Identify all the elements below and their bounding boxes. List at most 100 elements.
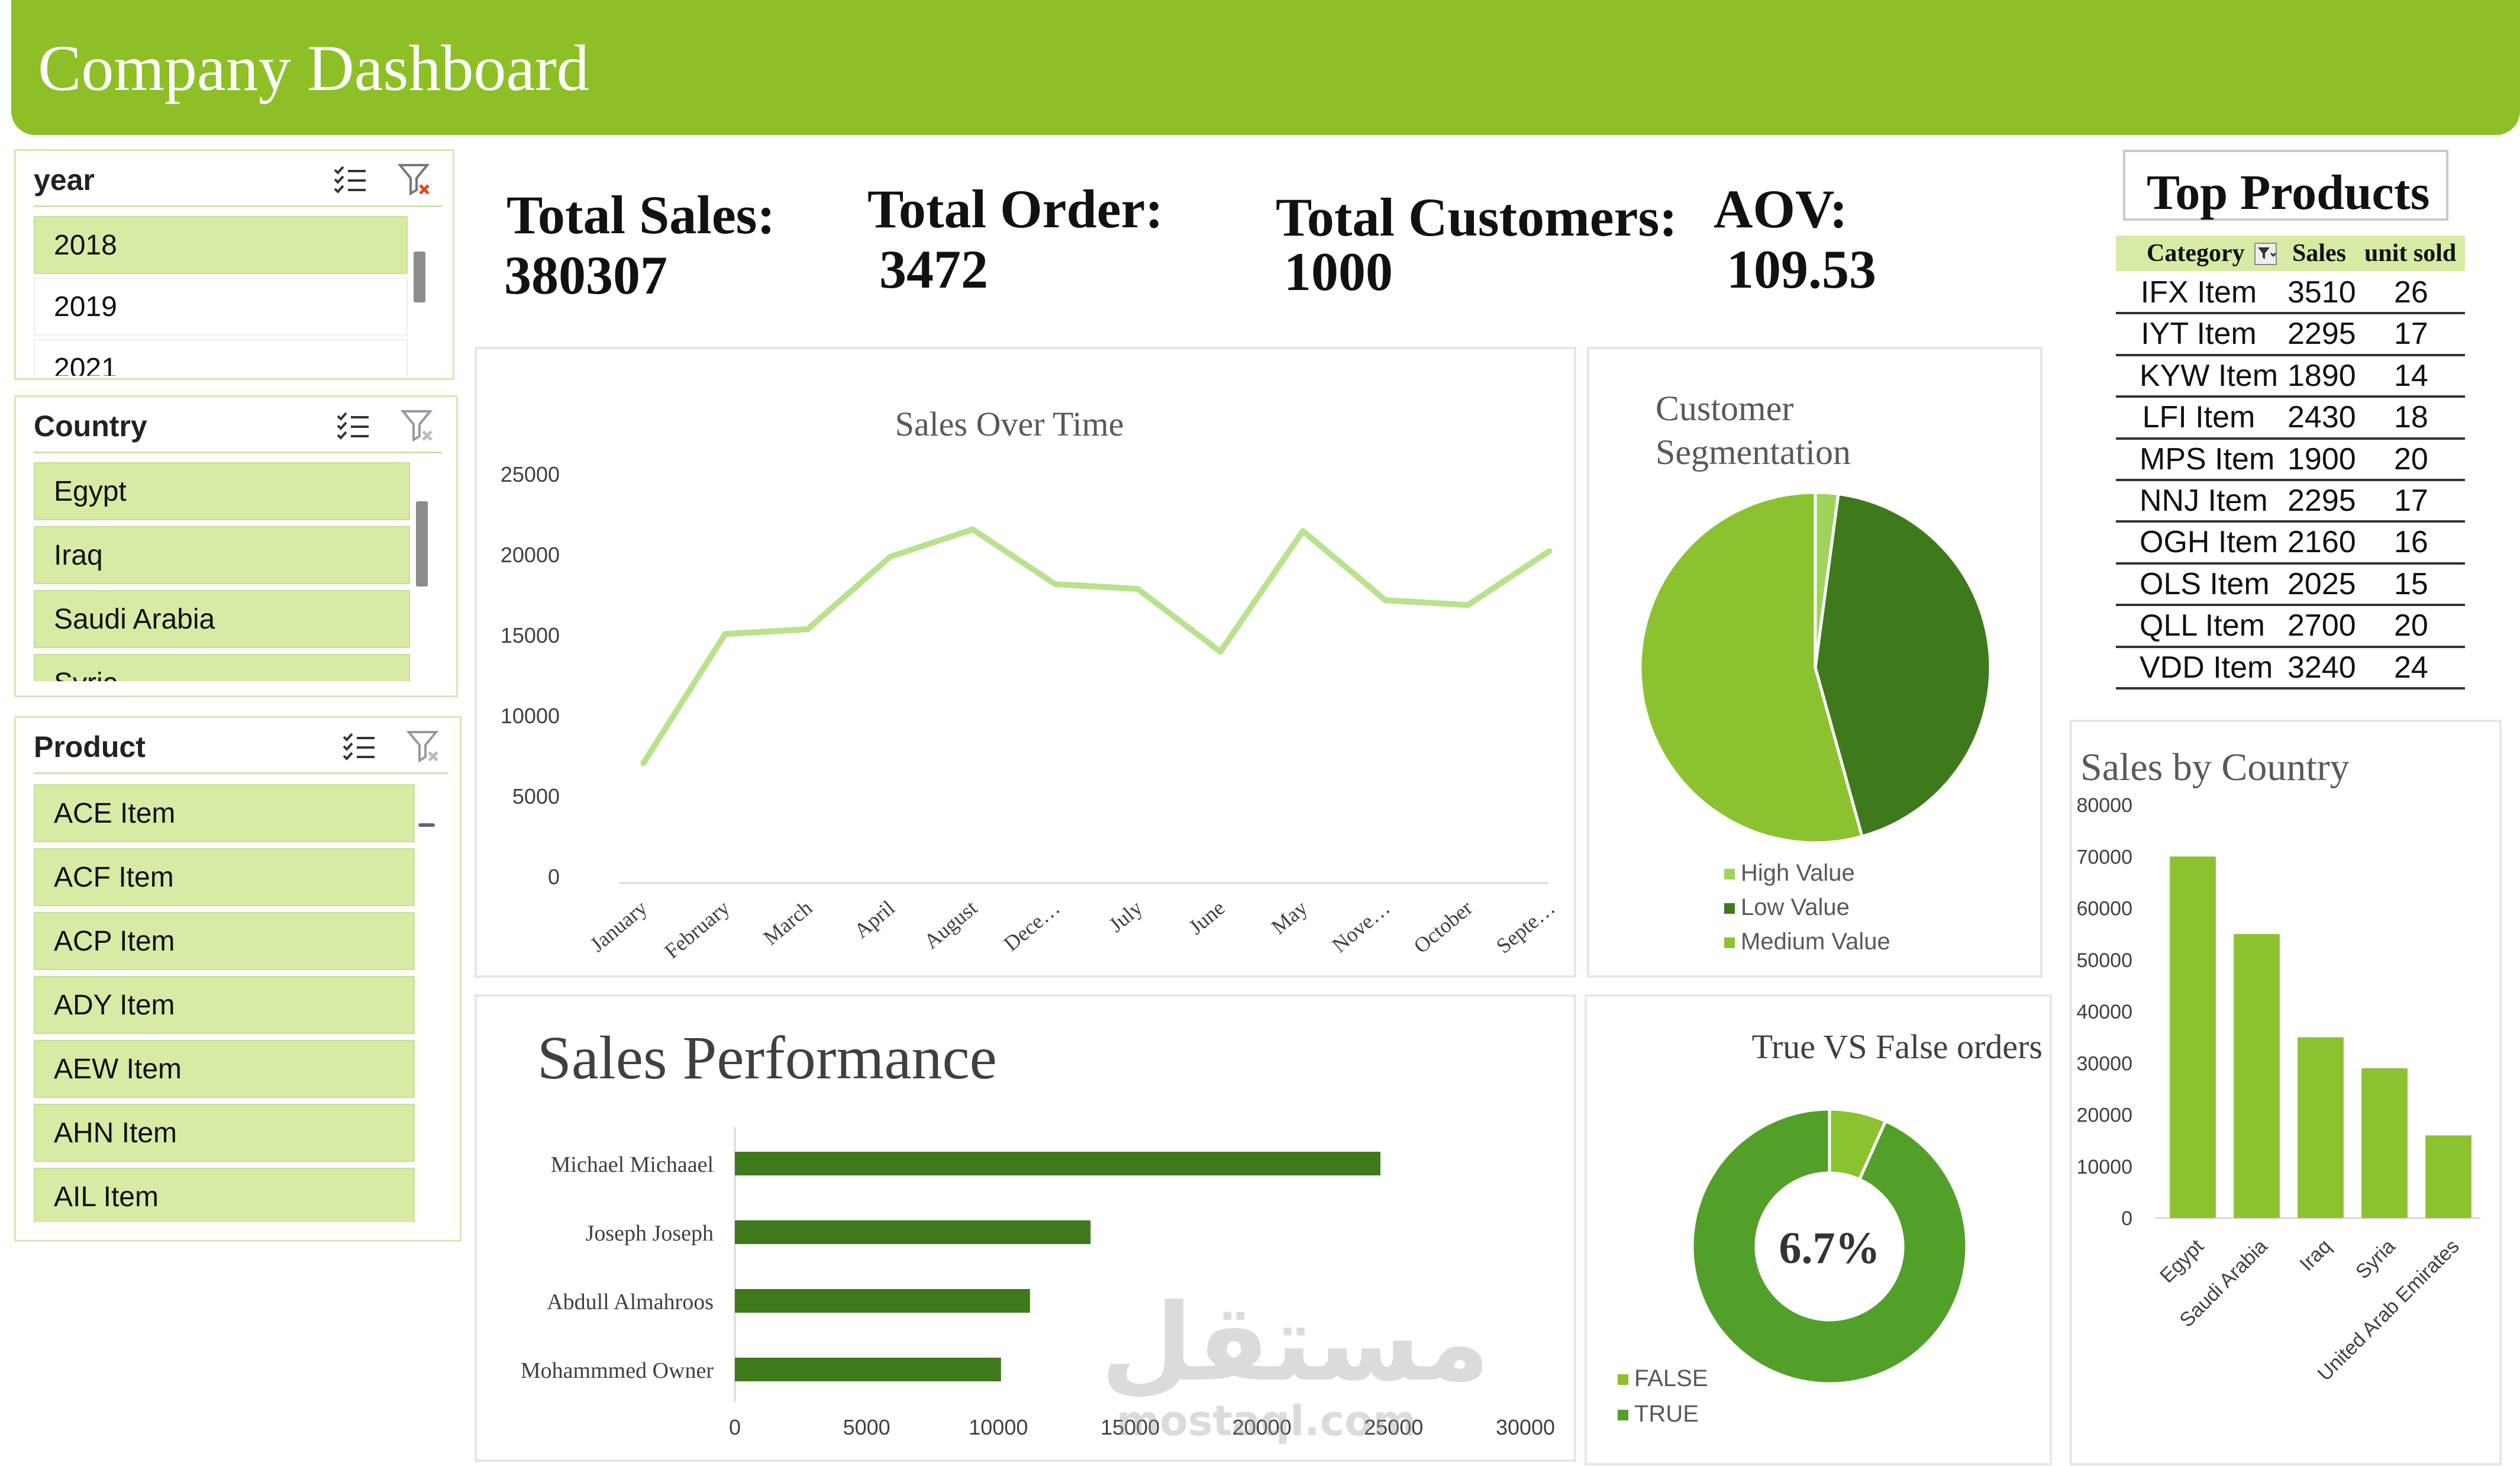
tp-cell-category: IFX Item (2140, 275, 2257, 310)
legend-label: High Value (1741, 860, 1855, 886)
country-scrollbar[interactable] (416, 501, 428, 587)
top-products-title-box: Top Products (2123, 150, 2448, 221)
data-point (641, 762, 644, 766)
tp-cell-units: 20 (2394, 608, 2428, 643)
sales-performance-chart: Sales Performance Michael Michaael Joseph … (521, 1024, 1555, 1439)
top-products-title: Top Products (2147, 165, 2430, 220)
data-point (1136, 587, 1140, 591)
legend-label: Medium Value (1741, 929, 1890, 955)
year-item-2021[interactable]: 2021 (34, 339, 408, 376)
clear-filter-icon[interactable] (406, 729, 443, 768)
country-item-saudi-arabia[interactable]: Saudi Arabia (34, 590, 410, 648)
product-item-ahn[interactable]: AHN Item (34, 1104, 415, 1162)
product-items: ACE Item ACF Item ACP Item ADY Item AEW … (34, 784, 418, 1222)
legend-label: FALSE (1634, 1365, 1708, 1391)
multi-select-icon[interactable] (335, 410, 371, 446)
x-tick-label: July (1104, 895, 1147, 936)
x-tick-label: Egypt (2156, 1235, 2208, 1287)
product-scrollbar[interactable] (418, 823, 435, 827)
country-items: Egypt Iraq Saudi Arabia Syria (34, 462, 412, 681)
product-item-acp[interactable]: ACP Item (34, 912, 415, 970)
tp-cell-sales: 1890 (2287, 358, 2356, 393)
year-item-2019[interactable]: 2019 (34, 278, 408, 336)
x-tick-label: March (759, 895, 817, 949)
donut-slice (1690, 1107, 1969, 1386)
tp-cell-category: QLL Item (2140, 608, 2265, 643)
kpi-total-sales: Total Sales: 380307 (497, 178, 828, 331)
product-item-acf[interactable]: ACF Item (34, 848, 415, 906)
legend-label: Low Value (1741, 894, 1850, 920)
category-label: Mohammmed Owner (521, 1358, 714, 1383)
x-tick-label: 15000 (1101, 1415, 1160, 1439)
product-item-aew[interactable]: AEW Item (34, 1040, 415, 1098)
y-tick-label: 15000 (501, 623, 560, 647)
kpi-total-order-label: Total Order: (867, 179, 1163, 239)
product-item-ace[interactable]: ACE Item (34, 784, 415, 842)
y-tick-label: 80000 (2076, 794, 2132, 817)
chart-title: Sales Over Time (895, 405, 1124, 443)
tp-cell-sales: 3240 (2287, 650, 2356, 685)
year-slicer[interactable]: year 2018 2019 2021 (14, 149, 454, 380)
tp-row-divider (2116, 562, 2465, 565)
tp-cell-sales: 1900 (2287, 442, 2356, 476)
kpi-total-customers: Total Customers: 1000 (1266, 178, 1677, 331)
bar (2425, 1135, 2471, 1218)
x-tick-label: April (850, 895, 899, 942)
y-tick-label: 25000 (501, 462, 560, 486)
tp-cell-category: OLS Item (2140, 566, 2270, 601)
year-item-2018[interactable]: 2018 (34, 216, 408, 274)
multi-select-icon[interactable] (341, 731, 377, 767)
bar (735, 1358, 1001, 1381)
data-point (1301, 529, 1305, 533)
tp-row-divider (2116, 687, 2465, 689)
bar (2170, 856, 2216, 1218)
dashboard-header: Company Dashboard (11, 0, 2520, 135)
true-false-chart: True VS False orders 6.7% FALSE TRUE (1618, 1027, 2043, 1427)
y-tick-label: 0 (548, 865, 560, 889)
dashboard-title: Company Dashboard (38, 32, 589, 104)
country-slicer[interactable]: Country Egypt Iraq Saudi Arabia Syria (14, 395, 458, 697)
donut-center-label: 6.7% (1779, 1223, 1880, 1273)
true-false-panel: True VS False orders 6.7% FALSE TRUE (1585, 994, 2052, 1465)
kpi-total-order: Total Order: 3472 (858, 172, 1189, 326)
year-slicer-title: year (34, 163, 95, 196)
watermark-text: مستقل (1101, 1281, 1490, 1405)
tp-cell-sales: 2025 (2287, 566, 2356, 601)
legend-label: TRUE (1634, 1401, 1699, 1427)
y-tick-label: 70000 (2076, 846, 2132, 868)
chart-title-line: Customer (1656, 389, 1793, 428)
x-tick-label: May (1267, 895, 1312, 939)
tp-cell-sales: 3510 (2287, 275, 2356, 310)
tp-cell-units: 16 (2394, 525, 2428, 560)
tp-cell-sales: 2160 (2287, 525, 2356, 560)
tp-row-divider (2116, 437, 2465, 440)
pie-slice (1814, 492, 1992, 839)
tp-row-divider (2116, 479, 2465, 481)
multi-select-icon[interactable] (333, 164, 368, 200)
legend-swatch (1724, 869, 1735, 879)
product-slicer[interactable]: Product ACE Item ACF Item ACP Item ADY I… (14, 716, 462, 1242)
clear-filter-icon[interactable] (397, 162, 434, 201)
country-item-syria[interactable]: Syria (34, 654, 410, 681)
data-point (1218, 650, 1222, 654)
chart-title: Sales Performance (537, 1024, 997, 1092)
x-tick-label: January (586, 895, 651, 956)
y-tick-label: 0 (2121, 1207, 2132, 1230)
x-tick-label: 30000 (1496, 1415, 1555, 1439)
country-item-egypt[interactable]: Egypt (34, 462, 410, 520)
filter-dropdown-icon[interactable] (2254, 243, 2277, 265)
bar (2234, 934, 2280, 1218)
clear-filter-icon[interactable] (400, 408, 437, 447)
y-tick-label: 10000 (501, 704, 560, 728)
tp-cell-category: MPS Item (2140, 442, 2275, 476)
tp-cell-category: KYW Item (2140, 358, 2279, 393)
country-item-iraq[interactable]: Iraq (34, 526, 410, 584)
category-label: Abdull Almahroos (547, 1290, 714, 1314)
x-tick-label: 20000 (1232, 1415, 1292, 1439)
product-item-ady[interactable]: ADY Item (34, 976, 415, 1034)
product-item-ail[interactable]: AIL Item (34, 1168, 415, 1222)
tp-cell-units: 24 (2394, 650, 2428, 685)
tp-cell-sales: 2295 (2287, 484, 2356, 518)
year-scrollbar[interactable] (414, 252, 425, 302)
y-tick-label: 5000 (512, 784, 560, 808)
